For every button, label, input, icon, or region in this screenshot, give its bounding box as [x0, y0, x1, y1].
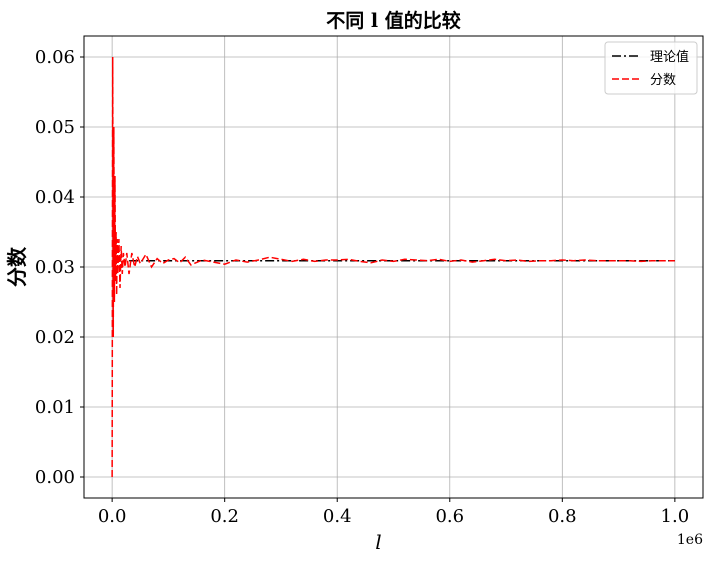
series-line-score — [111, 56, 675, 478]
x-tick-label: 0.4 — [323, 506, 352, 527]
x-tick-label: 0.8 — [548, 506, 577, 527]
y-tick-label: 0.01 — [35, 397, 75, 418]
y-tick-label: 0.05 — [35, 117, 75, 138]
y-axis-label: 分数 — [5, 246, 29, 287]
legend-label: 理论值 — [650, 49, 689, 65]
grid — [84, 36, 703, 498]
y-tick-label: 0.04 — [35, 187, 75, 208]
x-tick-label: 1.0 — [661, 506, 690, 527]
x-tick-label: 0.2 — [210, 506, 239, 527]
y-tick-label: 0.03 — [35, 257, 75, 278]
series-layer — [111, 56, 675, 478]
x-tick-label: 0.6 — [435, 506, 464, 527]
x-tick-label: 0.0 — [98, 506, 127, 527]
y-tick-label: 0.00 — [35, 467, 75, 488]
y-tick-label: 0.02 — [35, 327, 75, 348]
y-tick-label: 0.06 — [35, 47, 75, 68]
legend-label: 分数 — [650, 73, 676, 88]
ticks-layer: 0.0 0.2 0.4 0.6 0.8 1.0 0.00 0.01 0.02 0.03 0.04 0.… — [35, 47, 689, 527]
chart-title: 不同 l 值的比较 — [326, 9, 460, 32]
x-axis-label: l — [375, 530, 381, 554]
legend-box — [604, 41, 698, 95]
x-axis-offset-label: 1e6 — [677, 532, 703, 548]
